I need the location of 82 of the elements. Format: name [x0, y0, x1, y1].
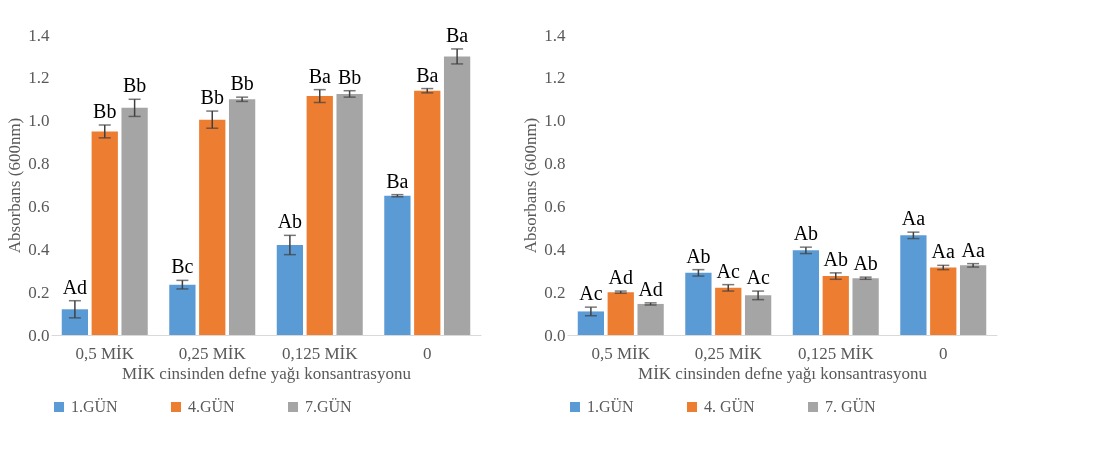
bar	[61, 309, 89, 335]
y-tick-label: 0.6	[28, 196, 50, 216]
data-label: Bb	[122, 74, 147, 97]
y-tick-label: 1.2	[544, 68, 566, 88]
x-tick-label: 0,25 MİK	[694, 343, 763, 363]
legend-label: 4. GÜN	[704, 398, 756, 415]
data-label: Bb	[200, 86, 224, 109]
y-tick-label: 0.0	[544, 325, 566, 345]
data-label: Ab	[793, 222, 819, 245]
data-label: Ad	[62, 275, 88, 298]
data-label: Ba	[386, 169, 409, 192]
y-tick-label: 0.2	[28, 282, 50, 302]
data-label: Ba	[446, 23, 469, 46]
data-label: Ac	[746, 266, 770, 289]
bar	[577, 311, 605, 335]
bar	[792, 250, 820, 335]
data-label: Ad	[608, 266, 633, 289]
bar	[685, 272, 712, 335]
bar	[169, 284, 196, 335]
bar	[959, 265, 987, 335]
legend-label: 1.GÜN	[71, 398, 119, 415]
x-tick-label: 0	[423, 343, 432, 363]
data-label: Ab	[823, 247, 848, 270]
bar	[852, 278, 879, 335]
data-label: Bc	[171, 255, 194, 278]
x-axis-title: MİK cinsinden defne yağı konsantrasyonu	[122, 363, 412, 383]
bar	[930, 267, 957, 335]
legend-label: 4.GÜN	[188, 398, 236, 415]
bar	[607, 292, 634, 335]
x-tick-label: 0,125 MİK	[797, 343, 875, 363]
data-label: Ab	[277, 210, 303, 233]
bar	[443, 56, 471, 335]
bar	[744, 295, 772, 335]
y-tick-label: 0.6	[544, 196, 566, 216]
x-tick-label: 0,125 MİK	[281, 343, 359, 363]
data-label: Ac	[716, 259, 741, 282]
y-tick-label: 1.4	[544, 25, 566, 45]
x-axis-title: MİK cinsinden defne yağı konsantrasyonu	[638, 363, 928, 383]
y-tick-label: 1.0	[544, 111, 566, 131]
legend-label: 1.GÜN	[587, 398, 635, 415]
bar	[199, 119, 226, 335]
x-tick-label: 0	[939, 343, 948, 363]
bar	[121, 107, 148, 335]
data-label: Ab	[686, 244, 711, 267]
y-tick-label: 1.4	[28, 25, 50, 45]
x-tick-label: 0,5 MİK	[591, 343, 651, 363]
data-label: Ab	[853, 252, 878, 275]
data-label: Aa	[931, 240, 956, 263]
data-label: Bb	[230, 72, 254, 95]
y-axis-title: Absorbans (600nm)	[5, 117, 25, 254]
bar	[637, 303, 664, 335]
bar	[228, 99, 256, 335]
data-label: Aa	[901, 207, 926, 230]
bar	[715, 287, 742, 335]
data-label: Ad	[638, 277, 663, 300]
data-label: Ba	[308, 64, 331, 87]
x-tick-label: 0,5 MİK	[75, 343, 135, 363]
y-tick-label: 0.8	[28, 154, 50, 174]
bar	[276, 245, 304, 335]
data-label: Bb	[337, 65, 362, 88]
bar	[900, 235, 927, 335]
legend-label: 7.GÜN	[305, 398, 353, 415]
y-tick-label: 0.4	[544, 239, 566, 259]
y-tick-label: 0.0	[28, 325, 50, 345]
data-label: Bb	[93, 100, 117, 122]
bar	[91, 131, 118, 335]
bar	[306, 96, 333, 335]
y-tick-label: 1.0	[28, 111, 50, 131]
bar	[414, 90, 441, 335]
data-label: Ba	[416, 63, 439, 86]
legend-label: 7. GÜN	[825, 398, 877, 415]
y-tick-label: 0.8	[544, 154, 566, 174]
bar	[336, 93, 363, 335]
x-tick-label: 0,25 MİK	[178, 343, 247, 363]
y-tick-label: 1.2	[28, 68, 50, 88]
bar	[384, 195, 411, 335]
y-tick-label: 0.4	[28, 239, 50, 259]
bar	[822, 276, 849, 335]
y-tick-label: 0.2	[544, 282, 566, 302]
data-label: Ac	[579, 282, 603, 305]
y-axis-title: Absorbans (600nm)	[521, 117, 541, 254]
data-label: Aa	[961, 238, 985, 261]
